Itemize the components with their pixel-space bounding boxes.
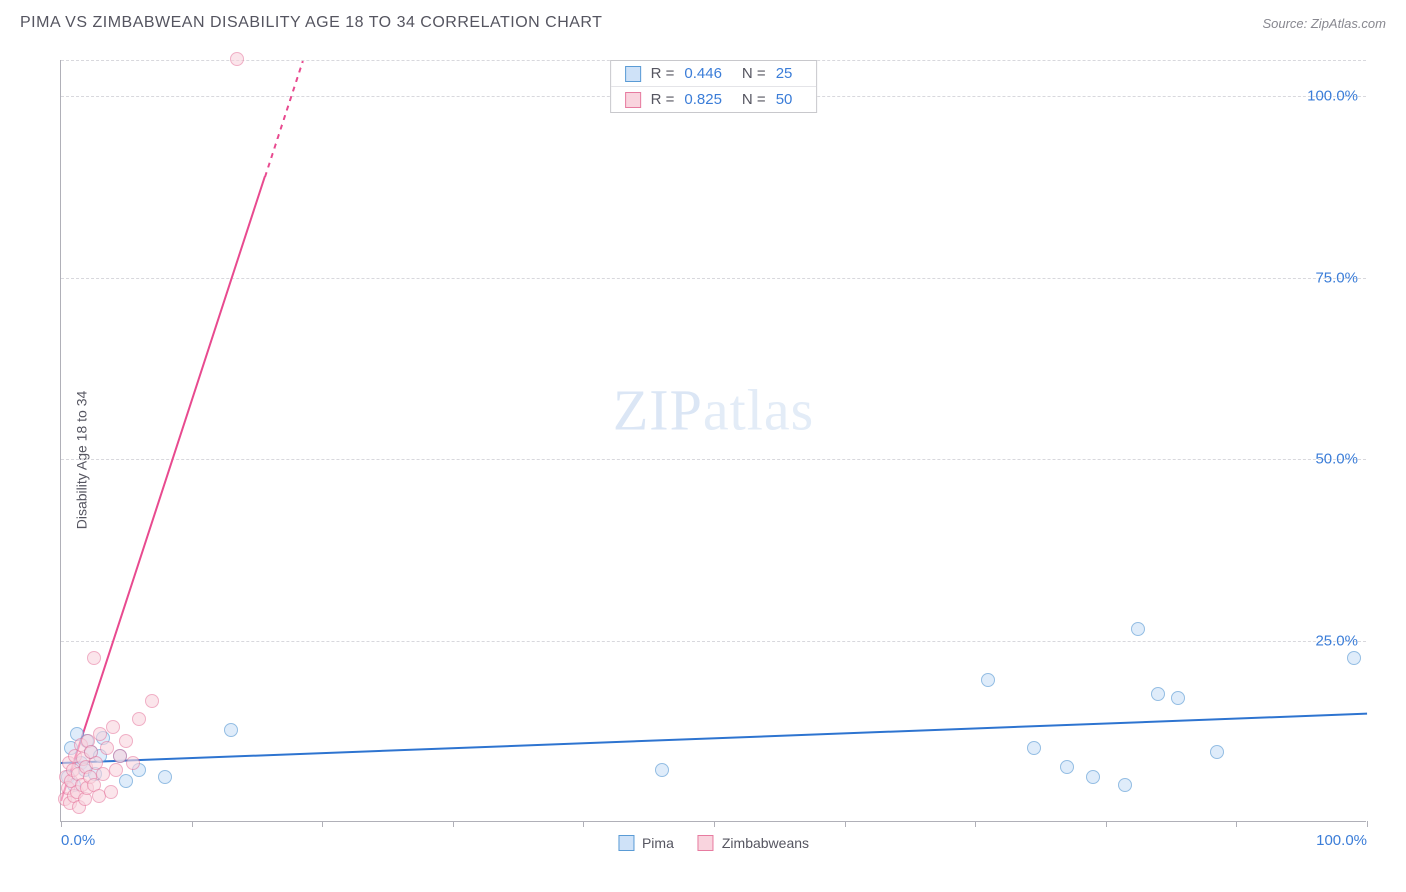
swatch-pima bbox=[625, 66, 641, 82]
r-label: R = bbox=[651, 91, 675, 108]
x-tick bbox=[1236, 821, 1237, 827]
data-point-zimb bbox=[106, 720, 120, 734]
data-point-pima bbox=[1118, 778, 1132, 792]
watermark-thin: atlas bbox=[703, 378, 814, 443]
data-point-zimb bbox=[104, 785, 118, 799]
data-point-pima bbox=[1171, 691, 1185, 705]
r-value-zimb: 0.825 bbox=[684, 91, 722, 108]
legend-row-zimb: R = 0.825 N = 50 bbox=[611, 86, 817, 112]
trendline-pima bbox=[61, 713, 1367, 764]
y-tick-label: 75.0% bbox=[1315, 269, 1358, 286]
swatch-zimb bbox=[698, 835, 714, 851]
data-point-pima bbox=[1086, 770, 1100, 784]
y-tick-label: 50.0% bbox=[1315, 451, 1358, 468]
watermark-bold: ZIP bbox=[613, 378, 703, 443]
source-name: ZipAtlas.com bbox=[1311, 16, 1386, 31]
chart-title: PIMA VS ZIMBABWEAN DISABILITY AGE 18 TO … bbox=[20, 14, 602, 32]
data-point-pima bbox=[1347, 651, 1361, 665]
chart-container: Disability Age 18 to 34 ZIPatlas R =0.44… bbox=[20, 48, 1386, 872]
trendline-zimb bbox=[60, 177, 266, 802]
data-point-zimb bbox=[119, 734, 133, 748]
x-tick bbox=[322, 821, 323, 827]
data-point-zimb bbox=[109, 763, 123, 777]
data-point-zimb bbox=[87, 651, 101, 665]
data-point-zimb bbox=[145, 694, 159, 708]
data-point-pima bbox=[158, 770, 172, 784]
gridline bbox=[61, 278, 1366, 279]
correlation-legend: R = 0.446 N = 25 R = 0.825 N = 50 bbox=[610, 60, 818, 113]
y-tick-label: 100.0% bbox=[1307, 88, 1358, 105]
x-tick bbox=[714, 821, 715, 827]
r-value-pima: 0.446 bbox=[684, 65, 722, 82]
data-point-pima bbox=[981, 673, 995, 687]
x-tick bbox=[845, 821, 846, 827]
legend-label-pima: Pima bbox=[642, 835, 674, 851]
x-tick bbox=[583, 821, 584, 827]
r-label: R = bbox=[651, 65, 675, 82]
x-tick bbox=[1367, 821, 1368, 827]
gridline bbox=[61, 459, 1366, 460]
x-tick bbox=[453, 821, 454, 827]
x-tick bbox=[975, 821, 976, 827]
data-point-pima bbox=[119, 774, 133, 788]
swatch-pima bbox=[618, 835, 634, 851]
data-point-zimb bbox=[113, 749, 127, 763]
source-prefix: Source: bbox=[1262, 16, 1310, 31]
x-tick bbox=[1106, 821, 1107, 827]
x-tick bbox=[61, 821, 62, 827]
plot-area: ZIPatlas R =0.446N =25R =0.825N =50 Pima… bbox=[60, 60, 1366, 822]
data-point-pima bbox=[1060, 760, 1074, 774]
data-point-zimb bbox=[100, 741, 114, 755]
data-point-pima bbox=[655, 763, 669, 777]
data-point-pima bbox=[1210, 745, 1224, 759]
x-tick bbox=[192, 821, 193, 827]
legend-item-zimb[interactable]: Zimbabweans bbox=[698, 835, 809, 851]
watermark: ZIPatlas bbox=[613, 377, 814, 444]
gridline bbox=[61, 641, 1366, 642]
data-point-pima bbox=[1027, 741, 1041, 755]
x-tick-label: 100.0% bbox=[1316, 832, 1367, 849]
data-point-zimb bbox=[230, 52, 244, 66]
n-value-pima: 25 bbox=[776, 65, 793, 82]
legend-row-pima: R = 0.446 N = 25 bbox=[611, 61, 817, 86]
data-point-zimb bbox=[132, 712, 146, 726]
n-label: N = bbox=[742, 65, 766, 82]
data-point-zimb bbox=[96, 767, 110, 781]
legend-item-pima[interactable]: Pima bbox=[618, 835, 674, 851]
n-label: N = bbox=[742, 91, 766, 108]
x-tick-label: 0.0% bbox=[61, 832, 95, 849]
data-point-pima bbox=[1131, 622, 1145, 636]
trendline-zimb-dashed bbox=[264, 61, 304, 178]
data-point-zimb bbox=[126, 756, 140, 770]
legend-label-zimb: Zimbabweans bbox=[722, 835, 809, 851]
series-legend: Pima Zimbabweans bbox=[618, 835, 809, 851]
data-point-pima bbox=[1151, 687, 1165, 701]
source-credit: Source: ZipAtlas.com bbox=[1262, 16, 1386, 31]
data-point-pima bbox=[224, 723, 238, 737]
swatch-zimb bbox=[625, 92, 641, 108]
chart-header: PIMA VS ZIMBABWEAN DISABILITY AGE 18 TO … bbox=[0, 0, 1406, 40]
n-value-zimb: 50 bbox=[776, 91, 793, 108]
data-point-zimb bbox=[93, 727, 107, 741]
y-tick-label: 25.0% bbox=[1315, 632, 1358, 649]
